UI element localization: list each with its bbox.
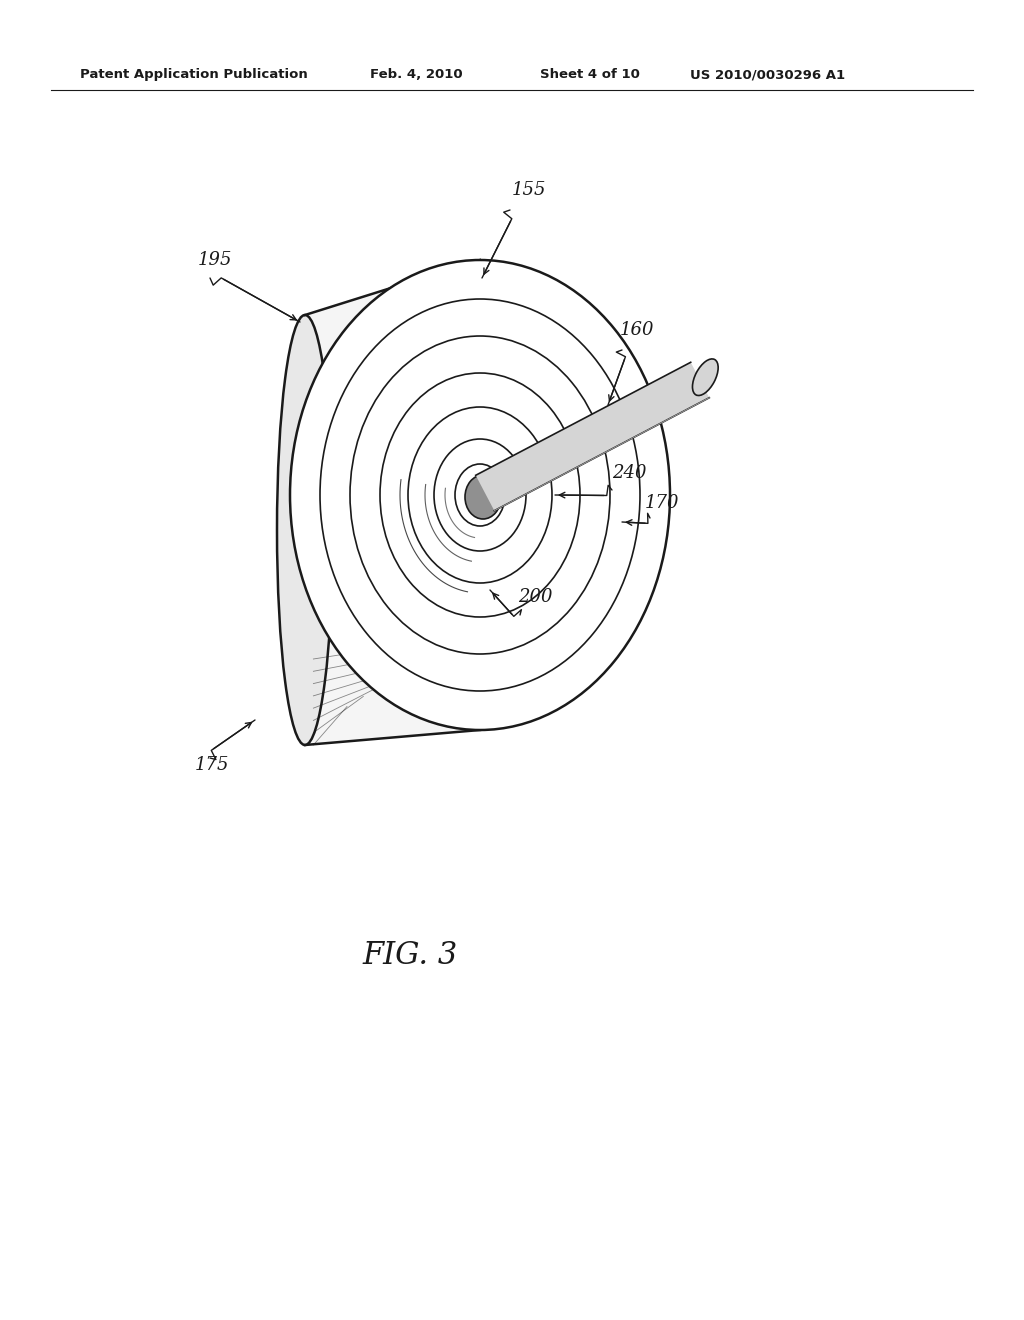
Ellipse shape <box>350 337 610 653</box>
Text: 155: 155 <box>512 181 547 199</box>
Text: FIG. 3: FIG. 3 <box>362 940 458 972</box>
Ellipse shape <box>408 407 552 583</box>
Text: Patent Application Publication: Patent Application Publication <box>80 69 308 81</box>
Ellipse shape <box>692 359 718 396</box>
Text: 160: 160 <box>620 321 654 339</box>
Polygon shape <box>476 362 710 511</box>
Ellipse shape <box>380 374 580 616</box>
Ellipse shape <box>434 440 526 550</box>
Text: 240: 240 <box>612 465 646 482</box>
Ellipse shape <box>455 465 505 525</box>
Ellipse shape <box>465 475 501 519</box>
Text: US 2010/0030296 A1: US 2010/0030296 A1 <box>690 69 845 81</box>
Polygon shape <box>278 260 480 744</box>
Text: 175: 175 <box>195 756 229 774</box>
Ellipse shape <box>278 315 333 744</box>
Text: Sheet 4 of 10: Sheet 4 of 10 <box>540 69 640 81</box>
Ellipse shape <box>290 260 670 730</box>
Text: 195: 195 <box>198 251 232 269</box>
Text: 170: 170 <box>645 494 680 512</box>
Text: 200: 200 <box>518 587 553 606</box>
Ellipse shape <box>319 300 640 690</box>
Text: Feb. 4, 2010: Feb. 4, 2010 <box>370 69 463 81</box>
